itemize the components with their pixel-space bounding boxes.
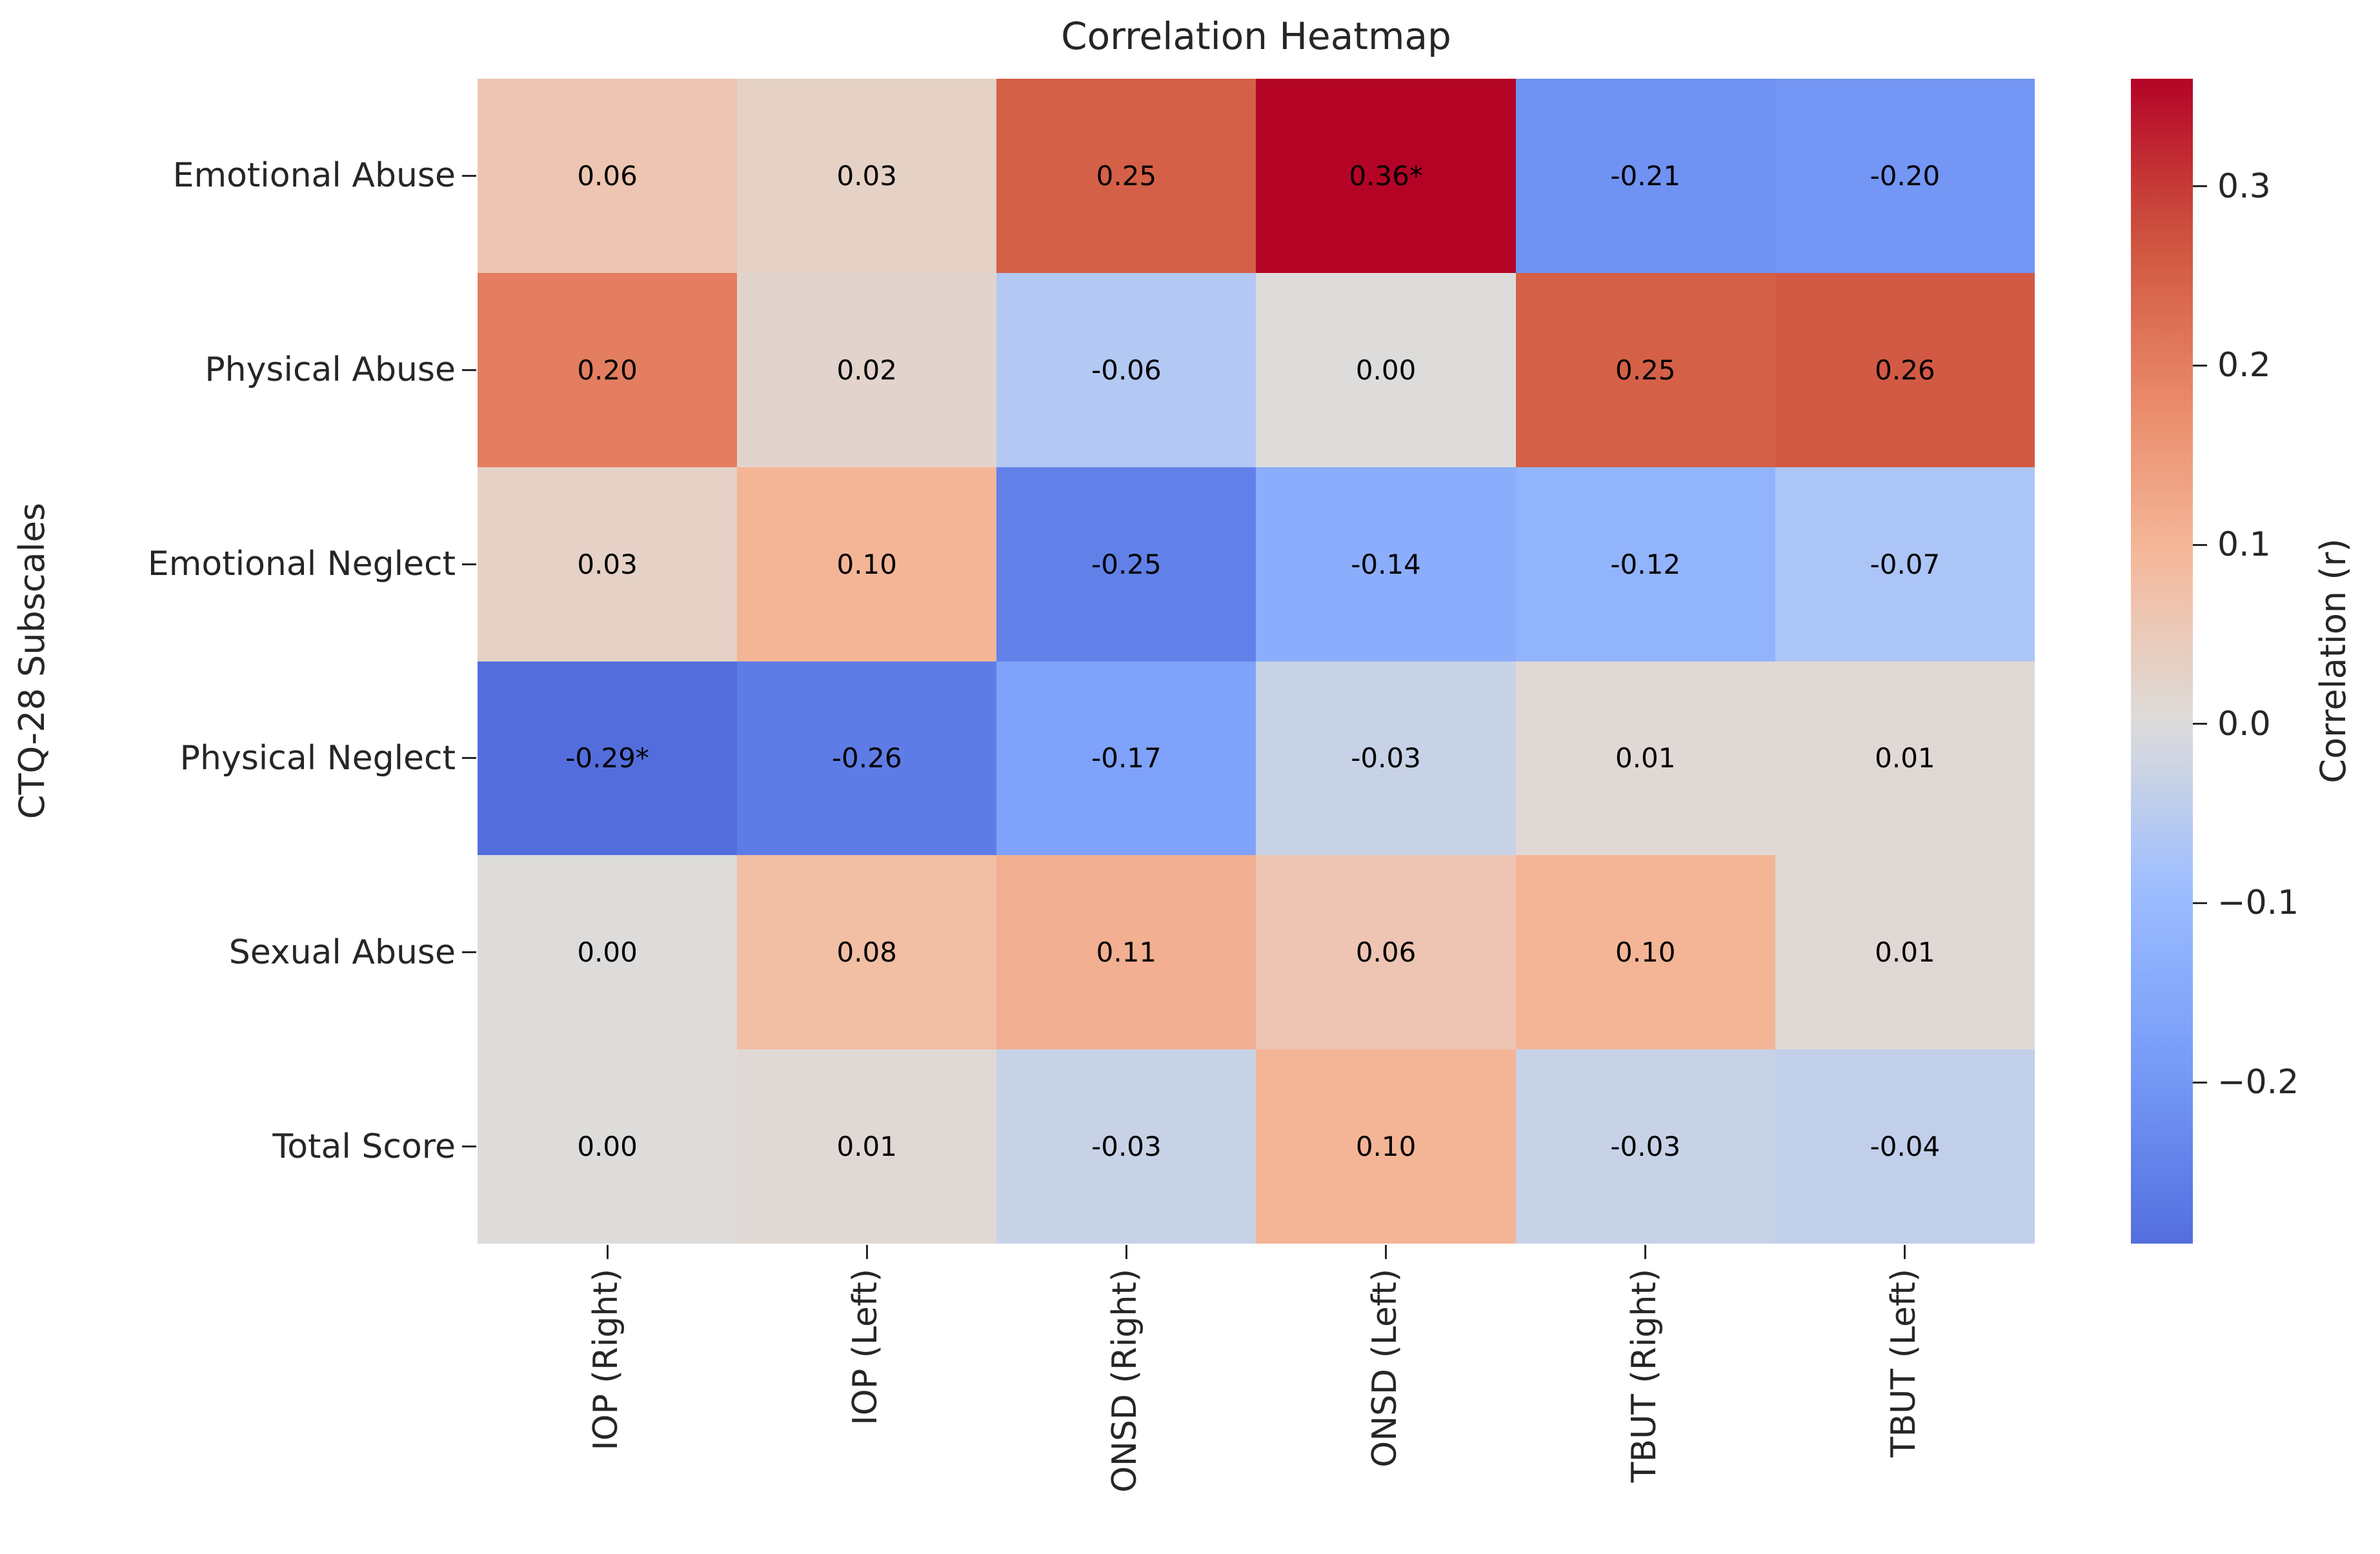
y-axis-tick [462,174,476,177]
row-label: Physical Neglect [179,738,456,778]
colorbar-tick-label: 0.2 [2217,346,2271,385]
chart-title: Correlation Heatmap [1061,14,1451,58]
y-axis-tick [462,1145,476,1148]
col-label: IOP (Right) [587,1269,626,1451]
col-label: ONSD (Right) [1105,1269,1145,1493]
heatmap-cell: 0.01 [737,1049,997,1244]
colorbar-tick [2193,185,2207,188]
col-label: ONSD (Left) [1365,1269,1404,1468]
heatmap-cell: -0.03 [1256,661,1516,856]
heatmap-cell: 0.03 [737,79,997,273]
heatmap-grid: 0.06 0.03 0.25 0.36* -0.21 -0.20 0.20 0.02 -0.06… [478,79,2035,1244]
col-label: TBUT (Left) [1884,1269,1923,1458]
heatmap-cell: 0.10 [737,467,997,661]
heatmap-cell: 0.06 [478,79,738,273]
heatmap-cell: -0.07 [1775,467,2035,661]
heatmap-cell: -0.26 [737,661,997,856]
heatmap-cell: 0.00 [478,855,738,1050]
heatmap-cell: -0.25 [996,467,1256,661]
heatmap-cell: -0.20 [1775,79,2035,273]
col-label: IOP (Left) [846,1269,885,1426]
y-axis-tick [462,757,476,760]
heatmap-cell: -0.04 [1775,1049,2035,1244]
y-axis-tick [462,563,476,565]
col-label: TBUT (Right) [1624,1269,1664,1483]
colorbar [2131,79,2193,1244]
row-label: Emotional Abuse [172,156,456,196]
heatmap-cell: 0.26 [1775,272,2035,467]
heatmap-cell: -0.17 [996,661,1256,856]
colorbar-tick [2193,1081,2207,1084]
heatmap-cell: 0.06 [1256,855,1516,1050]
row-label: Sexual Abuse [228,933,456,972]
heatmap-cell: -0.29* [478,661,738,856]
x-axis-tick [1644,1245,1647,1259]
colorbar-tick [2193,902,2207,904]
heatmap-cell: 0.25 [1515,272,1775,467]
row-label: Total Score [272,1127,456,1166]
heatmap-cell: 0.20 [478,272,738,467]
heatmap-cell: 0.01 [1515,661,1775,856]
heatmap-cell: 0.00 [1256,272,1516,467]
colorbar-tick [2193,723,2207,725]
y-axis-tick [462,368,476,371]
heatmap-cell: 0.36* [1256,79,1516,273]
colorbar-tick [2193,364,2207,367]
heatmap-cell: 0.11 [996,855,1256,1050]
y-axis-tick [462,951,476,954]
heatmap-cell: 0.01 [1775,661,2035,856]
heatmap-cell: -0.12 [1515,467,1775,661]
colorbar-tick-label: 0.0 [2217,704,2271,743]
colorbar-tick-label: −0.1 [2217,883,2299,923]
heatmap-cell: 0.10 [1256,1049,1516,1244]
heatmap-cell: -0.21 [1515,79,1775,273]
heatmap-cell: -0.14 [1256,467,1516,661]
heatmap-cell: 0.10 [1515,855,1775,1050]
row-label: Emotional Neglect [147,545,456,584]
colorbar-tick [2193,543,2207,546]
colorbar-tick-label: −0.2 [2217,1063,2299,1102]
heatmap-cell: -0.06 [996,272,1256,467]
colorbar-label: Correlation (r) [2313,538,2354,783]
heatmap-cell: 0.01 [1775,855,2035,1050]
colorbar-tick-label: 0.3 [2217,166,2271,206]
colorbar-tick-label: 0.1 [2217,525,2271,564]
row-label: Physical Abuse [205,350,456,390]
heatmap-cell: 0.00 [478,1049,738,1244]
heatmap-cell: 0.03 [478,467,738,661]
x-axis-tick [606,1245,609,1259]
heatmap-cell: 0.25 [996,79,1256,273]
heatmap-cell: -0.03 [996,1049,1256,1244]
heatmap-cell: 0.08 [737,855,997,1050]
heatmap-cell: -0.03 [1515,1049,1775,1244]
heatmap-cell: 0.02 [737,272,997,467]
x-axis-tick [1904,1245,1906,1259]
x-axis-tick [865,1245,868,1259]
x-axis-tick [1385,1245,1387,1259]
x-axis-tick [1125,1245,1127,1259]
